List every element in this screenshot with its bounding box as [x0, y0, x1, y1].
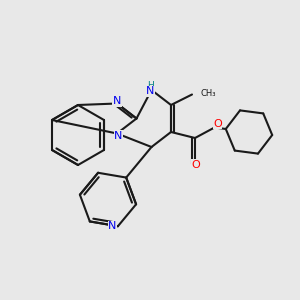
Text: O: O — [191, 160, 200, 170]
Text: N: N — [108, 221, 117, 231]
Text: H: H — [147, 81, 153, 90]
Text: N: N — [113, 96, 121, 106]
Text: N: N — [114, 131, 123, 141]
Text: N: N — [146, 86, 154, 97]
Text: CH₃: CH₃ — [200, 88, 216, 98]
Text: O: O — [213, 119, 222, 129]
